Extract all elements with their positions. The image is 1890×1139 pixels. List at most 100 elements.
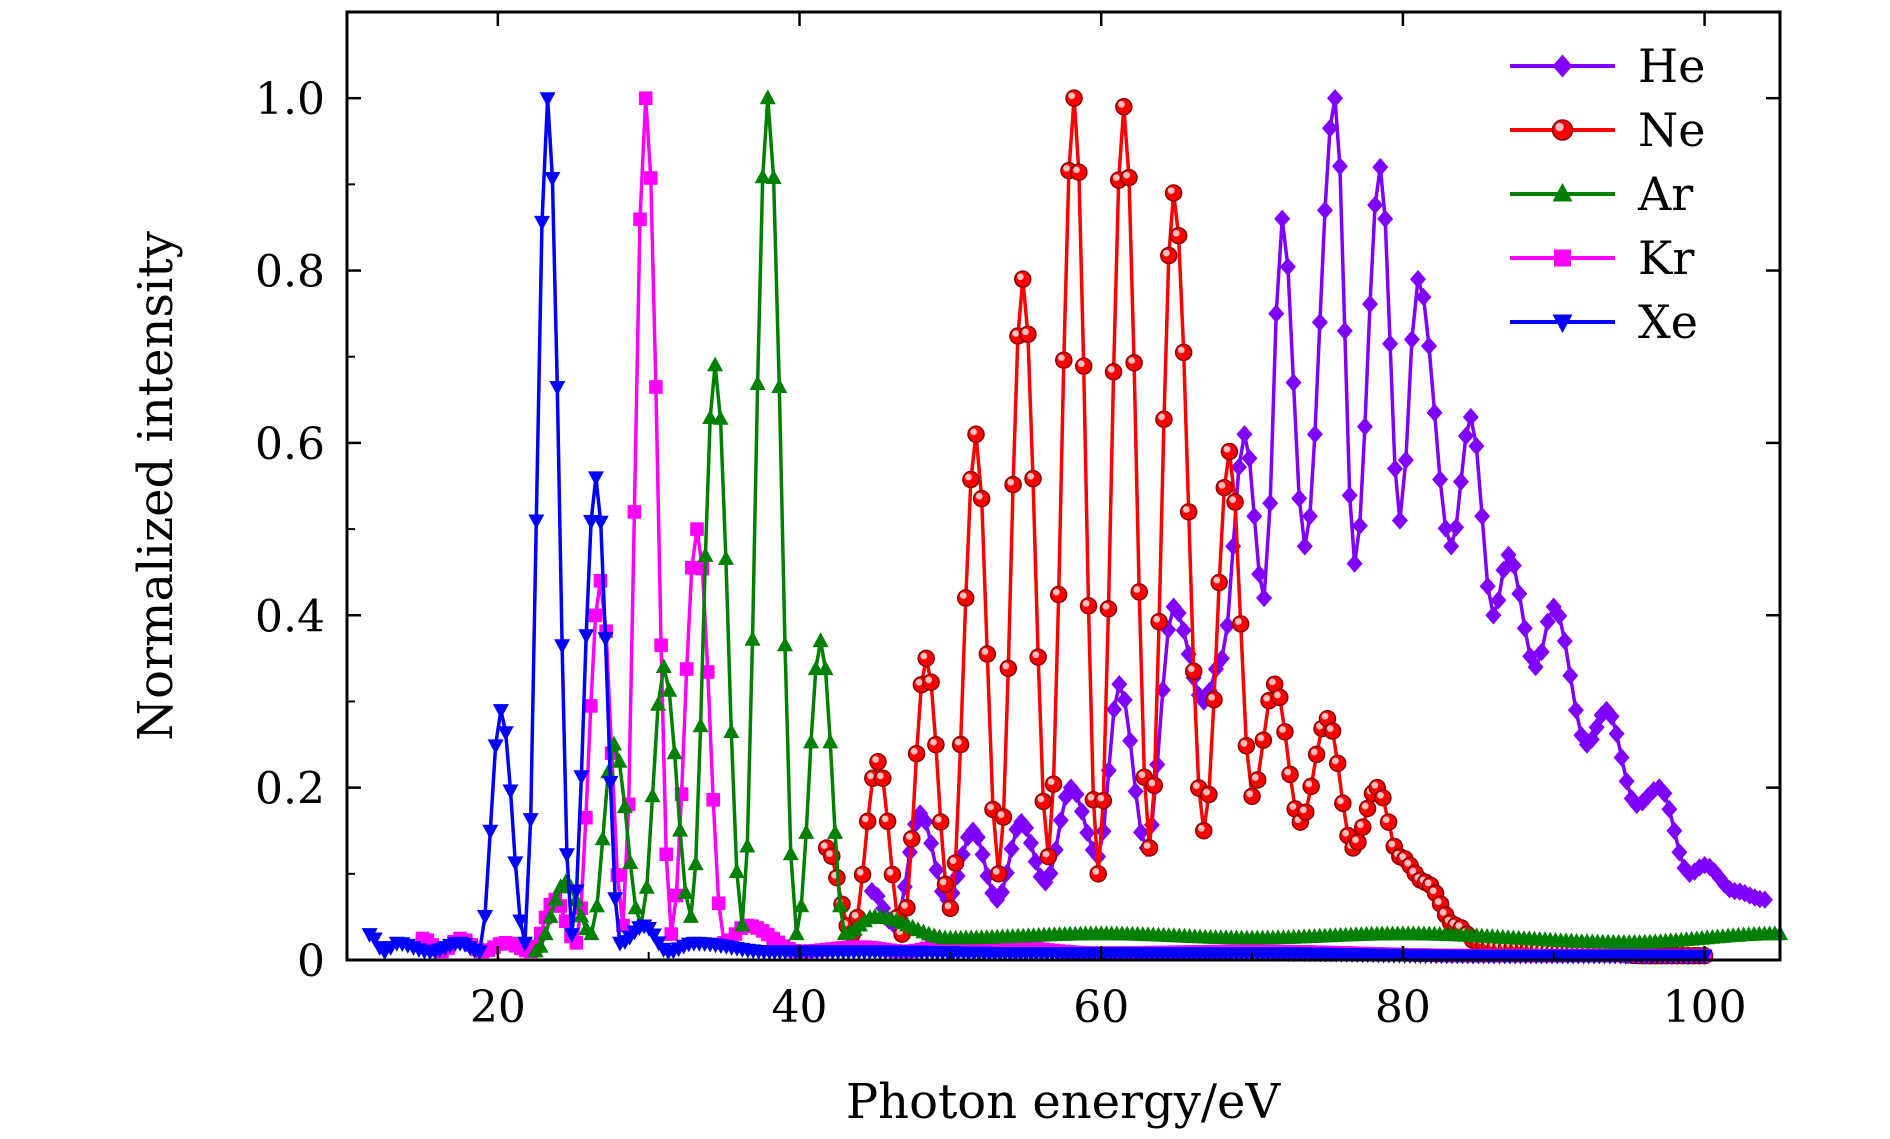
legend-label-xe: Xe bbox=[1638, 295, 1698, 349]
series-kr bbox=[415, 91, 1712, 963]
y-tick-label: 1.0 bbox=[255, 74, 325, 125]
series-line-ne bbox=[825, 96, 1705, 958]
x-tick-label: 40 bbox=[772, 982, 828, 1033]
data-point-he bbox=[1170, 603, 1187, 623]
legend-marker-he bbox=[1552, 54, 1573, 78]
data-point-kr bbox=[679, 662, 694, 676]
data-point-xe bbox=[645, 928, 662, 944]
data-point-he bbox=[863, 881, 880, 901]
data-point-xe bbox=[522, 813, 539, 828]
series-markers-ne bbox=[817, 89, 1714, 965]
data-point-ne bbox=[978, 645, 997, 663]
legend-marker-ne bbox=[1551, 119, 1574, 141]
data-point-xe bbox=[597, 632, 614, 647]
data-point-ne bbox=[1205, 690, 1223, 709]
data-point-ne bbox=[1179, 503, 1198, 521]
data-point-kr bbox=[690, 522, 704, 536]
data-point-xe bbox=[487, 739, 504, 755]
data-point-ne bbox=[1297, 803, 1315, 821]
data-point-ne bbox=[1049, 585, 1068, 604]
data-point-he bbox=[1618, 772, 1635, 791]
x-tick-label: 20 bbox=[470, 982, 526, 1033]
data-point-ar bbox=[717, 550, 734, 565]
data-point-ne bbox=[922, 673, 940, 691]
data-point-he bbox=[1391, 511, 1408, 530]
data-point-ne bbox=[883, 865, 902, 884]
series-ar bbox=[527, 89, 1788, 958]
data-point-he bbox=[1331, 157, 1348, 176]
data-point-ar bbox=[793, 897, 810, 913]
data-point-ne bbox=[927, 735, 945, 754]
data-point-he bbox=[1279, 257, 1296, 276]
data-point-ne bbox=[1349, 833, 1367, 851]
data-point-ar bbox=[765, 169, 782, 184]
data-point-he bbox=[1403, 330, 1420, 349]
data-point-ne bbox=[878, 812, 897, 831]
data-point-he bbox=[1462, 407, 1479, 427]
data-point-ne bbox=[1014, 270, 1032, 288]
data-point-he bbox=[1068, 785, 1085, 804]
data-point-ar bbox=[782, 845, 799, 861]
data-point-he bbox=[923, 834, 940, 853]
data-point-kr bbox=[685, 561, 699, 575]
data-point-ar bbox=[677, 884, 694, 899]
data-point-ar bbox=[822, 733, 839, 749]
data-point-he bbox=[917, 812, 934, 831]
data-point-ne bbox=[1385, 837, 1403, 856]
data-point-ne bbox=[907, 744, 926, 763]
data-point-he bbox=[959, 828, 976, 847]
data-point-ne bbox=[1145, 776, 1164, 795]
data-point-he bbox=[875, 899, 892, 918]
data-point-ne bbox=[1323, 722, 1342, 740]
data-point-he bbox=[1317, 201, 1333, 220]
data-point-xe bbox=[549, 381, 566, 396]
data-point-ar bbox=[728, 863, 745, 878]
data-point-ar bbox=[744, 630, 761, 646]
data-point-he bbox=[1219, 616, 1236, 635]
data-point-kr bbox=[593, 574, 608, 588]
data-point-he bbox=[1539, 612, 1556, 631]
data-point-ne bbox=[1220, 442, 1239, 461]
data-point-ar bbox=[542, 908, 559, 923]
data-point-ne bbox=[1019, 325, 1037, 344]
data-point-xe bbox=[482, 824, 499, 840]
data-point-he bbox=[1291, 489, 1308, 508]
x-axis-label: Photon energy/eV bbox=[846, 1074, 1282, 1130]
data-point-ar bbox=[638, 878, 655, 894]
data-point-ar bbox=[723, 723, 740, 738]
data-point-ne bbox=[1039, 847, 1058, 866]
data-point-ne bbox=[1070, 163, 1088, 181]
data-point-ar bbox=[777, 636, 793, 652]
data-point-he bbox=[1448, 518, 1465, 537]
data-point-ar bbox=[788, 925, 805, 941]
data-point-ar bbox=[583, 925, 600, 941]
data-point-he bbox=[1296, 537, 1313, 556]
data-point-kr bbox=[701, 665, 715, 679]
data-point-he bbox=[1311, 313, 1328, 332]
data-point-ne bbox=[1243, 787, 1261, 806]
data-point-kr bbox=[579, 810, 593, 825]
data-point-he bbox=[1127, 782, 1144, 801]
data-point-ne bbox=[1237, 737, 1256, 755]
data-point-ne bbox=[1099, 600, 1118, 618]
data-point-ar bbox=[697, 547, 714, 562]
data-point-ar bbox=[739, 837, 756, 853]
data-point-ne bbox=[1307, 745, 1326, 764]
legend-marker-xe bbox=[1552, 314, 1573, 333]
data-point-he bbox=[1301, 507, 1318, 526]
y-tick-label: 0 bbox=[297, 936, 325, 987]
data-point-he bbox=[1052, 811, 1069, 830]
data-point-ne bbox=[1248, 771, 1267, 789]
data-point-ne bbox=[1195, 821, 1213, 840]
data-point-ar bbox=[812, 632, 829, 648]
data-point-kr bbox=[584, 699, 598, 713]
data-point-xe bbox=[534, 215, 550, 231]
data-point-ar bbox=[537, 925, 554, 941]
data-point-he bbox=[1372, 157, 1389, 177]
data-point-he bbox=[1485, 606, 1502, 625]
data-point-ar bbox=[611, 753, 628, 768]
data-point-ar bbox=[798, 824, 815, 839]
data-point-kr bbox=[644, 171, 658, 185]
data-point-xe bbox=[568, 884, 585, 900]
